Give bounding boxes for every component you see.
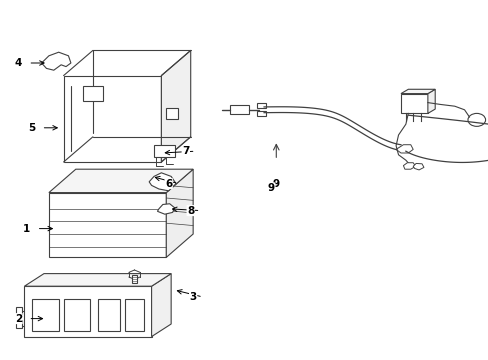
Text: 7: 7 — [182, 146, 189, 156]
Polygon shape — [49, 169, 193, 193]
Text: 6: 6 — [165, 179, 172, 189]
Circle shape — [127, 279, 137, 286]
Polygon shape — [400, 89, 434, 94]
Text: 3: 3 — [189, 292, 196, 302]
Polygon shape — [157, 204, 174, 214]
Polygon shape — [24, 274, 171, 286]
Bar — [256, 103, 265, 108]
Bar — [256, 111, 265, 116]
Circle shape — [98, 279, 107, 286]
Circle shape — [52, 58, 60, 64]
Text: 4: 4 — [15, 58, 22, 68]
Circle shape — [63, 279, 73, 286]
Polygon shape — [24, 286, 151, 337]
Circle shape — [82, 178, 94, 186]
Bar — [63, 299, 90, 331]
Circle shape — [157, 148, 165, 154]
Polygon shape — [49, 193, 166, 257]
Bar — [154, 145, 174, 157]
Circle shape — [467, 113, 485, 126]
Bar — [32, 299, 59, 331]
Polygon shape — [161, 50, 190, 162]
Polygon shape — [412, 163, 423, 170]
Bar — [98, 299, 120, 331]
Text: 8: 8 — [187, 206, 194, 216]
Polygon shape — [400, 94, 427, 113]
Circle shape — [150, 171, 162, 180]
Circle shape — [62, 180, 74, 188]
Bar — [229, 105, 249, 114]
Text: 1: 1 — [23, 224, 30, 234]
Text: 2: 2 — [15, 314, 22, 324]
Circle shape — [34, 279, 44, 286]
Polygon shape — [41, 52, 71, 70]
Circle shape — [157, 179, 165, 185]
Text: 5: 5 — [28, 123, 35, 133]
Polygon shape — [151, 274, 171, 337]
Bar — [124, 299, 144, 331]
Circle shape — [131, 173, 142, 181]
Text: 9: 9 — [267, 183, 274, 193]
Polygon shape — [166, 169, 193, 257]
Polygon shape — [63, 76, 161, 162]
Circle shape — [106, 175, 118, 184]
Polygon shape — [427, 89, 434, 113]
Polygon shape — [403, 163, 415, 169]
Bar — [166, 108, 178, 119]
Circle shape — [162, 206, 169, 211]
Bar — [16, 320, 21, 328]
Circle shape — [472, 117, 480, 123]
Polygon shape — [149, 173, 176, 191]
Bar — [16, 307, 21, 314]
Bar — [83, 86, 102, 101]
Polygon shape — [395, 145, 412, 153]
Text: 9: 9 — [272, 179, 279, 189]
Bar — [131, 275, 137, 283]
